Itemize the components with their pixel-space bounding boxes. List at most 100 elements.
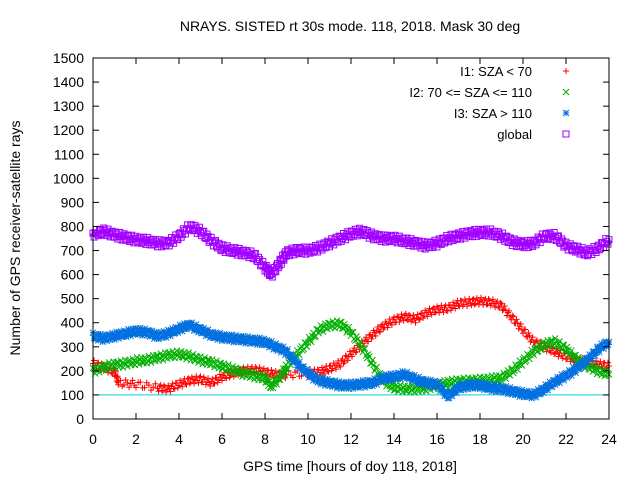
data-point bbox=[307, 368, 315, 376]
y-tick-label: 400 bbox=[61, 315, 85, 331]
data-point bbox=[597, 343, 604, 351]
data-point bbox=[139, 332, 146, 339]
data-point bbox=[426, 305, 433, 312]
data-point bbox=[256, 364, 263, 371]
data-point bbox=[585, 354, 592, 362]
data-point bbox=[578, 359, 586, 366]
data-point bbox=[137, 379, 144, 386]
data-point bbox=[579, 363, 587, 371]
data-point bbox=[306, 371, 314, 379]
data-point bbox=[145, 327, 153, 335]
data-point bbox=[450, 384, 458, 391]
data-point bbox=[369, 382, 376, 390]
data-point bbox=[204, 326, 212, 334]
data-point bbox=[455, 381, 462, 388]
data-point bbox=[528, 394, 535, 402]
data-point bbox=[444, 307, 451, 314]
data-point bbox=[368, 335, 375, 342]
data-point bbox=[190, 327, 198, 335]
data-point bbox=[359, 377, 367, 384]
data-point bbox=[321, 370, 328, 377]
data-point bbox=[417, 380, 425, 388]
data-point bbox=[366, 332, 373, 339]
data-point bbox=[246, 340, 254, 347]
data-point bbox=[448, 392, 456, 400]
data-point bbox=[422, 376, 430, 383]
data-point bbox=[498, 300, 505, 307]
data-point bbox=[540, 389, 547, 397]
data-point bbox=[342, 384, 349, 391]
data-point bbox=[321, 382, 329, 389]
data-point bbox=[222, 336, 230, 344]
data-point bbox=[567, 358, 574, 365]
data-point bbox=[361, 345, 369, 352]
data-point bbox=[483, 380, 490, 388]
data-point bbox=[202, 332, 210, 340]
data-point bbox=[205, 356, 213, 363]
data-point bbox=[404, 317, 411, 324]
data-point bbox=[219, 377, 225, 384]
data-point bbox=[296, 358, 303, 366]
data-point bbox=[133, 384, 139, 391]
data-point bbox=[129, 325, 137, 333]
series-group bbox=[89, 221, 613, 402]
data-point bbox=[286, 355, 294, 362]
data-point bbox=[522, 326, 529, 333]
data-point bbox=[285, 352, 293, 359]
data-point bbox=[236, 333, 244, 341]
data-point bbox=[396, 318, 403, 325]
data-point bbox=[175, 326, 183, 333]
data-point bbox=[255, 253, 263, 261]
x-tick-label: 2 bbox=[132, 431, 140, 447]
data-point bbox=[534, 386, 542, 393]
data-point bbox=[164, 326, 172, 334]
data-point bbox=[384, 324, 391, 331]
data-point bbox=[380, 326, 387, 333]
x-tick-label: 18 bbox=[472, 431, 488, 447]
data-point bbox=[372, 377, 380, 385]
data-point bbox=[279, 343, 287, 351]
data-point bbox=[515, 388, 523, 396]
data-point bbox=[120, 381, 127, 388]
data-point bbox=[570, 355, 577, 363]
data-point bbox=[208, 328, 216, 336]
data-point bbox=[403, 368, 411, 376]
legend-label: I3: SZA > 110 bbox=[454, 106, 532, 121]
data-point bbox=[167, 388, 174, 395]
data-point bbox=[264, 338, 272, 346]
data-point bbox=[127, 332, 134, 340]
data-point bbox=[152, 380, 159, 387]
data-point bbox=[248, 334, 256, 342]
data-point bbox=[205, 375, 212, 382]
data-point bbox=[341, 358, 348, 365]
series-2 bbox=[89, 317, 613, 396]
data-point bbox=[555, 375, 562, 383]
data-point bbox=[556, 379, 563, 387]
data-point bbox=[230, 338, 238, 346]
data-point bbox=[349, 328, 357, 336]
data-point bbox=[405, 375, 413, 383]
data-point bbox=[114, 373, 121, 380]
data-point bbox=[284, 365, 291, 373]
data-point bbox=[375, 373, 383, 380]
data-point bbox=[492, 388, 500, 396]
data-point bbox=[385, 377, 392, 385]
data-point bbox=[490, 381, 498, 388]
data-point bbox=[471, 379, 478, 387]
data-point bbox=[111, 336, 118, 343]
data-point bbox=[409, 376, 417, 383]
data-point bbox=[349, 353, 356, 360]
data-point bbox=[473, 383, 481, 391]
data-point bbox=[415, 373, 423, 381]
data-point bbox=[228, 331, 236, 339]
data-point bbox=[268, 367, 275, 374]
x-tick-label: 8 bbox=[261, 431, 269, 447]
data-point bbox=[529, 391, 537, 399]
data-point bbox=[352, 349, 359, 356]
data-point bbox=[191, 380, 198, 387]
x-tick-label: 22 bbox=[558, 431, 574, 447]
data-point bbox=[429, 306, 436, 313]
data-point bbox=[268, 337, 275, 345]
data-point bbox=[504, 390, 512, 398]
